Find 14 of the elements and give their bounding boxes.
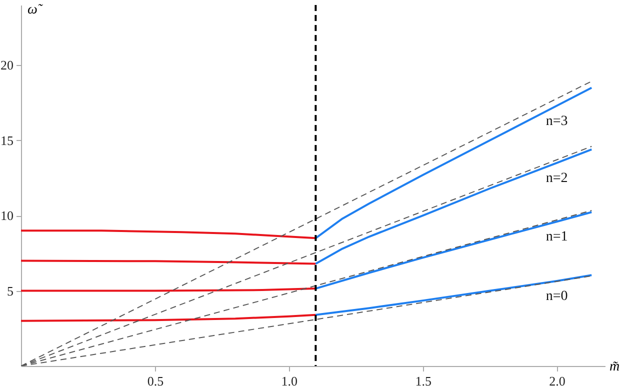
series-label: n=0 [546,289,568,304]
y-tick-label: 20 [0,58,14,73]
series-label: n=3 [546,114,568,129]
y-tick-label: 10 [0,208,14,224]
y-tick-label: 5 [7,283,14,298]
series-label: n=2 [546,170,568,186]
x-tick-label: 1.5 [415,374,432,386]
y-tick-label: 15 [0,132,14,148]
x-axis-title: m̃ [610,360,620,374]
y-axis-title: ω̃ [28,2,44,18]
x-tick-label: 0.5 [147,374,164,386]
x-tick-label: 1.0 [281,374,298,386]
series-label: n=1 [546,230,568,245]
x-tick-label: 2.0 [549,374,566,386]
